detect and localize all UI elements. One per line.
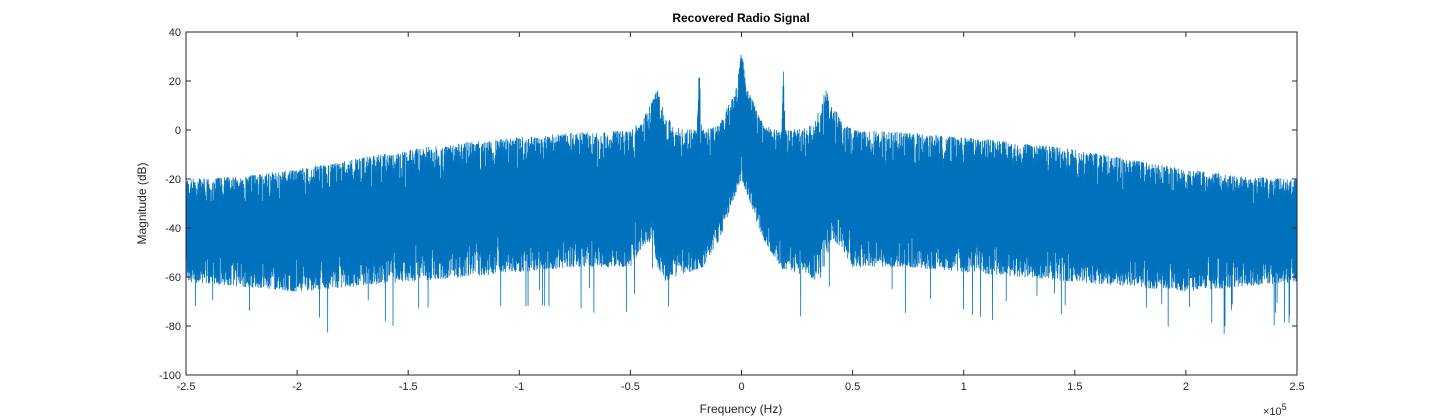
x-tick-label: 2.5 xyxy=(1289,381,1304,393)
y-axis-label: Magnitude (dB) xyxy=(135,162,149,244)
y-tick-label: -20 xyxy=(165,174,181,186)
y-tick-label: -60 xyxy=(165,272,181,284)
chart-title: Recovered Radio Signal xyxy=(672,11,809,25)
x-tick-label: 0 xyxy=(738,381,744,393)
x-tick-label: -1 xyxy=(514,381,524,393)
y-axis: -100 -80 -60 -40 -20 0 20 40 xyxy=(159,27,1297,382)
y-tick-label: -100 xyxy=(159,370,181,382)
y-tick-label: 40 xyxy=(169,27,181,39)
x-tick-label: 0.5 xyxy=(845,381,860,393)
x-tick-label: 2 xyxy=(1183,381,1189,393)
x-tick-label: 1 xyxy=(961,381,967,393)
x-axis: -2.5 -2 -1.5 -1 -0.5 0 0.5 1 1.5 2 2.5 xyxy=(177,32,1305,393)
x-tick-label: -0.5 xyxy=(621,381,640,393)
signal-line xyxy=(185,54,1298,334)
x-exponent-power: 5 xyxy=(1282,402,1287,412)
x-tick-label: -2 xyxy=(292,381,302,393)
y-tick-label: -80 xyxy=(165,321,181,333)
x-exponent-label: ×105 xyxy=(1263,402,1287,418)
x-axis-label: Frequency (Hz) xyxy=(700,402,783,416)
y-tick-label: -40 xyxy=(165,223,181,235)
y-tick-label: 0 xyxy=(175,125,181,137)
x-tick-label: 1.5 xyxy=(1067,381,1082,393)
x-tick-label: -2.5 xyxy=(177,381,196,393)
x-exponent-base: ×10 xyxy=(1263,406,1282,418)
signal-trace xyxy=(185,54,1298,334)
y-tick-label: 20 xyxy=(169,76,181,88)
x-tick-label: -1.5 xyxy=(399,381,418,393)
